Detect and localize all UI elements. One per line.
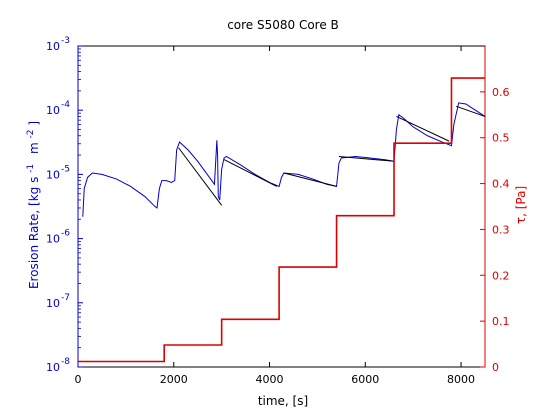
fit-line-segment bbox=[338, 156, 395, 162]
left-tick-exponent: -3 bbox=[61, 36, 70, 46]
left-tick-label: 10 bbox=[46, 233, 60, 246]
right-tick-label: 0.1 bbox=[492, 315, 510, 328]
left-tick-exponent: -7 bbox=[61, 293, 70, 303]
right-tick-label: 0.4 bbox=[492, 178, 510, 191]
left-tick-label: 10 bbox=[46, 297, 60, 310]
left-axis-label-exp1: -1 bbox=[26, 164, 36, 173]
right-tick-label: 0.3 bbox=[492, 223, 510, 236]
right-tick-label: 0.6 bbox=[492, 86, 510, 99]
left-tick-exponent: -5 bbox=[61, 164, 70, 174]
fit-line-segment bbox=[223, 159, 277, 187]
left-tick-label: 10 bbox=[46, 361, 60, 374]
shear-stress-series-line bbox=[78, 77, 485, 363]
right-tick-label: 0.5 bbox=[492, 132, 510, 145]
x-tick-label: 4000 bbox=[256, 373, 284, 386]
left-axis-label-mid: m bbox=[27, 142, 41, 154]
fit-line-segment bbox=[178, 147, 223, 206]
left-tick-label: 10 bbox=[46, 40, 60, 53]
left-tick-label: 10 bbox=[46, 168, 60, 181]
fit-line-segment bbox=[396, 115, 450, 142]
right-tick-label: 0 bbox=[492, 361, 499, 374]
x-tick-label: 2000 bbox=[160, 373, 188, 386]
erosion-rate-series-line bbox=[82, 102, 486, 217]
x-tick-label: 0 bbox=[75, 373, 82, 386]
x-tick-label: 8000 bbox=[447, 373, 475, 386]
left-axis-label: Erosion Rate, [kg s -1 m -2 ] bbox=[22, 121, 41, 289]
right-axis-label: τ, [Pa] bbox=[514, 186, 528, 224]
x-tick-label: 6000 bbox=[351, 373, 379, 386]
x-axis-label: time, [s] bbox=[258, 394, 308, 408]
right-tick-label: 0.2 bbox=[492, 269, 510, 282]
fit-line-segment bbox=[283, 172, 337, 187]
plot-frame bbox=[77, 45, 486, 368]
left-tick-label: 10 bbox=[46, 104, 60, 117]
chart-title: core S5080 Core B bbox=[227, 18, 339, 32]
left-tick-exponent: -6 bbox=[61, 229, 70, 239]
left-axis-label-end: ] bbox=[27, 121, 41, 126]
left-tick-exponent: -8 bbox=[61, 357, 70, 367]
left-axis-label-exp2: -2 bbox=[26, 129, 36, 138]
left-tick-exponent: -4 bbox=[61, 100, 70, 110]
fit-line-segment bbox=[456, 105, 486, 117]
left-axis-label-main: Erosion Rate, [kg s bbox=[27, 177, 41, 289]
